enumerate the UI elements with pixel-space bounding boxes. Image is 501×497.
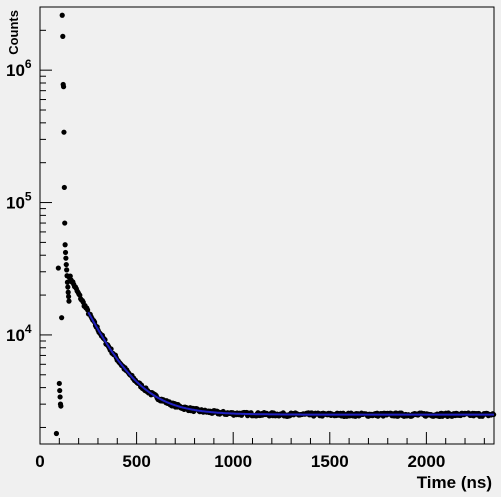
data-point bbox=[63, 261, 69, 268]
data-point bbox=[60, 33, 66, 39]
data-point bbox=[64, 267, 70, 273]
data-point bbox=[57, 394, 63, 400]
x-tick-label: 2000 bbox=[407, 452, 445, 471]
data-point bbox=[61, 184, 67, 191]
data-point bbox=[65, 293, 72, 300]
data-point bbox=[59, 12, 65, 18]
data-point bbox=[53, 430, 60, 437]
fit-curve bbox=[87, 311, 494, 416]
data-point bbox=[55, 265, 61, 271]
data-point bbox=[60, 84, 67, 90]
data-point bbox=[62, 242, 68, 248]
data-point bbox=[65, 284, 71, 290]
y-axis-label: Counts bbox=[6, 10, 21, 55]
data-point bbox=[57, 387, 63, 394]
fit-curve-layer bbox=[87, 311, 494, 416]
x-axis-label: Time (ns) bbox=[417, 473, 492, 492]
data-point bbox=[63, 255, 69, 261]
y-tick-label: 106 bbox=[6, 57, 32, 80]
axis-ticks bbox=[39, 6, 485, 444]
x-tick-label: 1000 bbox=[214, 452, 252, 471]
data-point bbox=[56, 380, 62, 387]
tick-labels: 0 500 1000 1500 2000 104 105 106 bbox=[6, 57, 445, 471]
data-point bbox=[67, 273, 73, 279]
data-point bbox=[85, 307, 91, 313]
data-point bbox=[66, 298, 72, 304]
y-tick-label: 104 bbox=[6, 322, 32, 345]
x-tick-label: 1500 bbox=[311, 452, 349, 471]
x-tick-label: 500 bbox=[122, 452, 150, 471]
y-tick-label: 105 bbox=[6, 190, 32, 213]
x-tick-label: 0 bbox=[35, 452, 44, 471]
data-point bbox=[61, 129, 67, 135]
data-point bbox=[58, 403, 64, 409]
plot-frame bbox=[39, 6, 495, 445]
data-point bbox=[62, 220, 68, 226]
data-point bbox=[59, 315, 65, 321]
data-point bbox=[65, 289, 71, 295]
data-point bbox=[62, 249, 69, 256]
